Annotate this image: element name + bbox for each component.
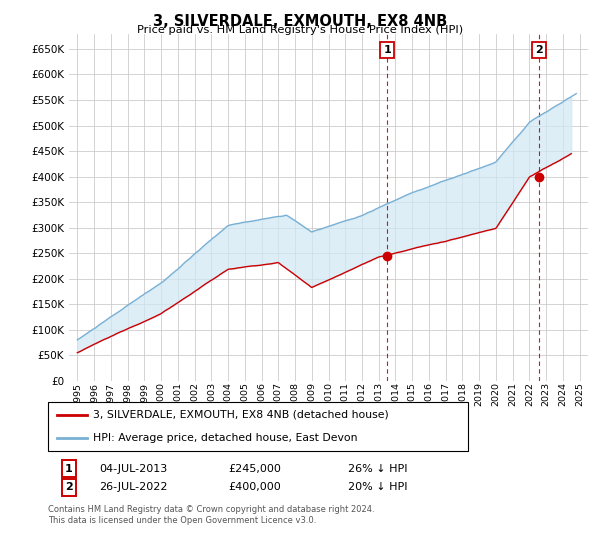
Text: 20% ↓ HPI: 20% ↓ HPI: [348, 482, 407, 492]
Text: HPI: Average price, detached house, East Devon: HPI: Average price, detached house, East…: [93, 433, 358, 444]
Text: 26% ↓ HPI: 26% ↓ HPI: [348, 464, 407, 474]
Text: Contains HM Land Registry data © Crown copyright and database right 2024.
This d: Contains HM Land Registry data © Crown c…: [48, 505, 374, 525]
Text: 26-JUL-2022: 26-JUL-2022: [99, 482, 167, 492]
Text: £245,000: £245,000: [228, 464, 281, 474]
Text: 3, SILVERDALE, EXMOUTH, EX8 4NB (detached house): 3, SILVERDALE, EXMOUTH, EX8 4NB (detache…: [93, 410, 389, 420]
Text: 3, SILVERDALE, EXMOUTH, EX8 4NB: 3, SILVERDALE, EXMOUTH, EX8 4NB: [153, 14, 447, 29]
Text: 2: 2: [65, 482, 73, 492]
Text: £400,000: £400,000: [228, 482, 281, 492]
Text: Price paid vs. HM Land Registry's House Price Index (HPI): Price paid vs. HM Land Registry's House …: [137, 25, 463, 35]
Text: 04-JUL-2013: 04-JUL-2013: [99, 464, 167, 474]
Text: 1: 1: [65, 464, 73, 474]
Text: 2: 2: [535, 45, 543, 55]
Text: 1: 1: [383, 45, 391, 55]
